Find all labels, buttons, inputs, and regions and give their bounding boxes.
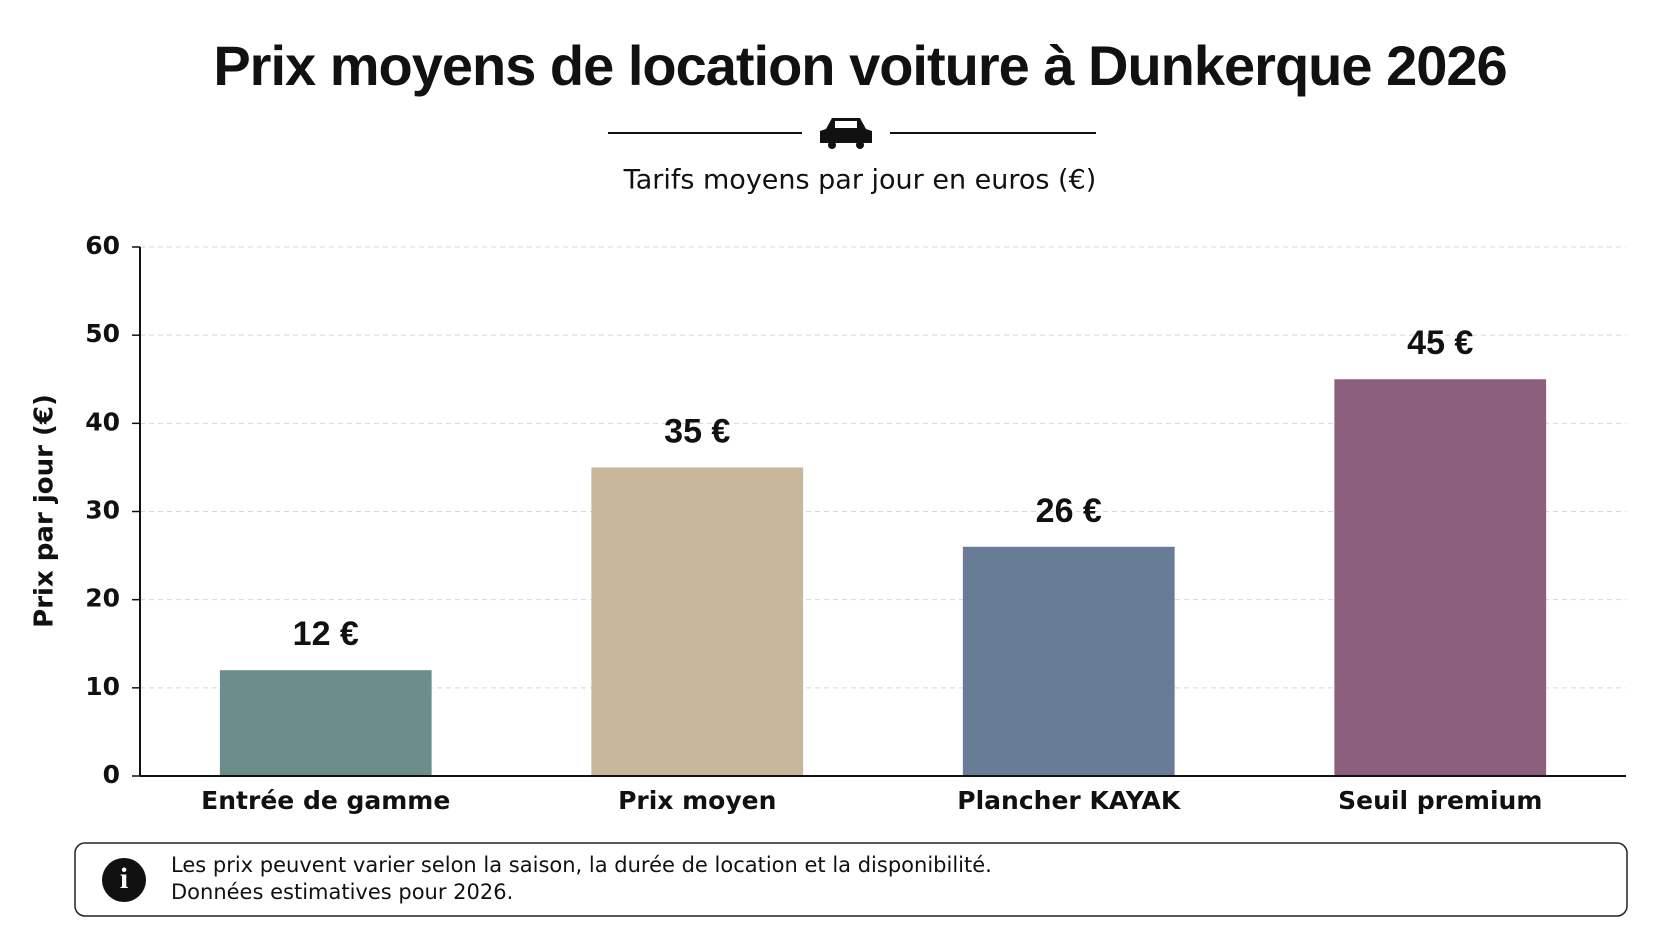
- bar: [219, 670, 432, 776]
- y-tick-label: 50: [85, 319, 120, 348]
- x-tick-label: Entrée de gamme: [201, 786, 450, 815]
- y-tick-label: 0: [103, 760, 120, 789]
- bar: [1334, 379, 1547, 776]
- note-line: Données estimatives pour 2026.: [171, 880, 513, 904]
- y-tick-label: 40: [85, 407, 120, 436]
- y-axis-label: Prix par jour (€): [30, 394, 60, 628]
- note-line: Les prix peuvent varier selon la saison,…: [171, 853, 992, 877]
- value-label: 35 €: [664, 412, 730, 450]
- value-label: 26 €: [1036, 492, 1102, 530]
- y-tick-label: 60: [85, 231, 120, 260]
- y-tick-label: 30: [85, 496, 120, 525]
- x-tick-label: Plancher KAYAK: [957, 786, 1182, 815]
- x-tick-label: Prix moyen: [618, 786, 776, 815]
- subtitle: Tarifs moyens par jour en euros (€): [623, 165, 1097, 196]
- car-icon: [820, 118, 872, 149]
- x-tick-label: Seuil premium: [1338, 786, 1542, 815]
- bar: [962, 546, 1175, 776]
- info-icon: [102, 858, 146, 902]
- chart-title: Prix moyens de location voiture à Dunker…: [213, 34, 1506, 97]
- y-tick-label: 10: [85, 672, 120, 701]
- value-label: 45 €: [1407, 324, 1473, 362]
- note-box: [74, 842, 1628, 917]
- y-tick-label: 20: [85, 584, 120, 613]
- bar: [591, 467, 804, 776]
- info-icon-glyph: i: [120, 862, 128, 895]
- value-label: 12 €: [293, 615, 359, 653]
